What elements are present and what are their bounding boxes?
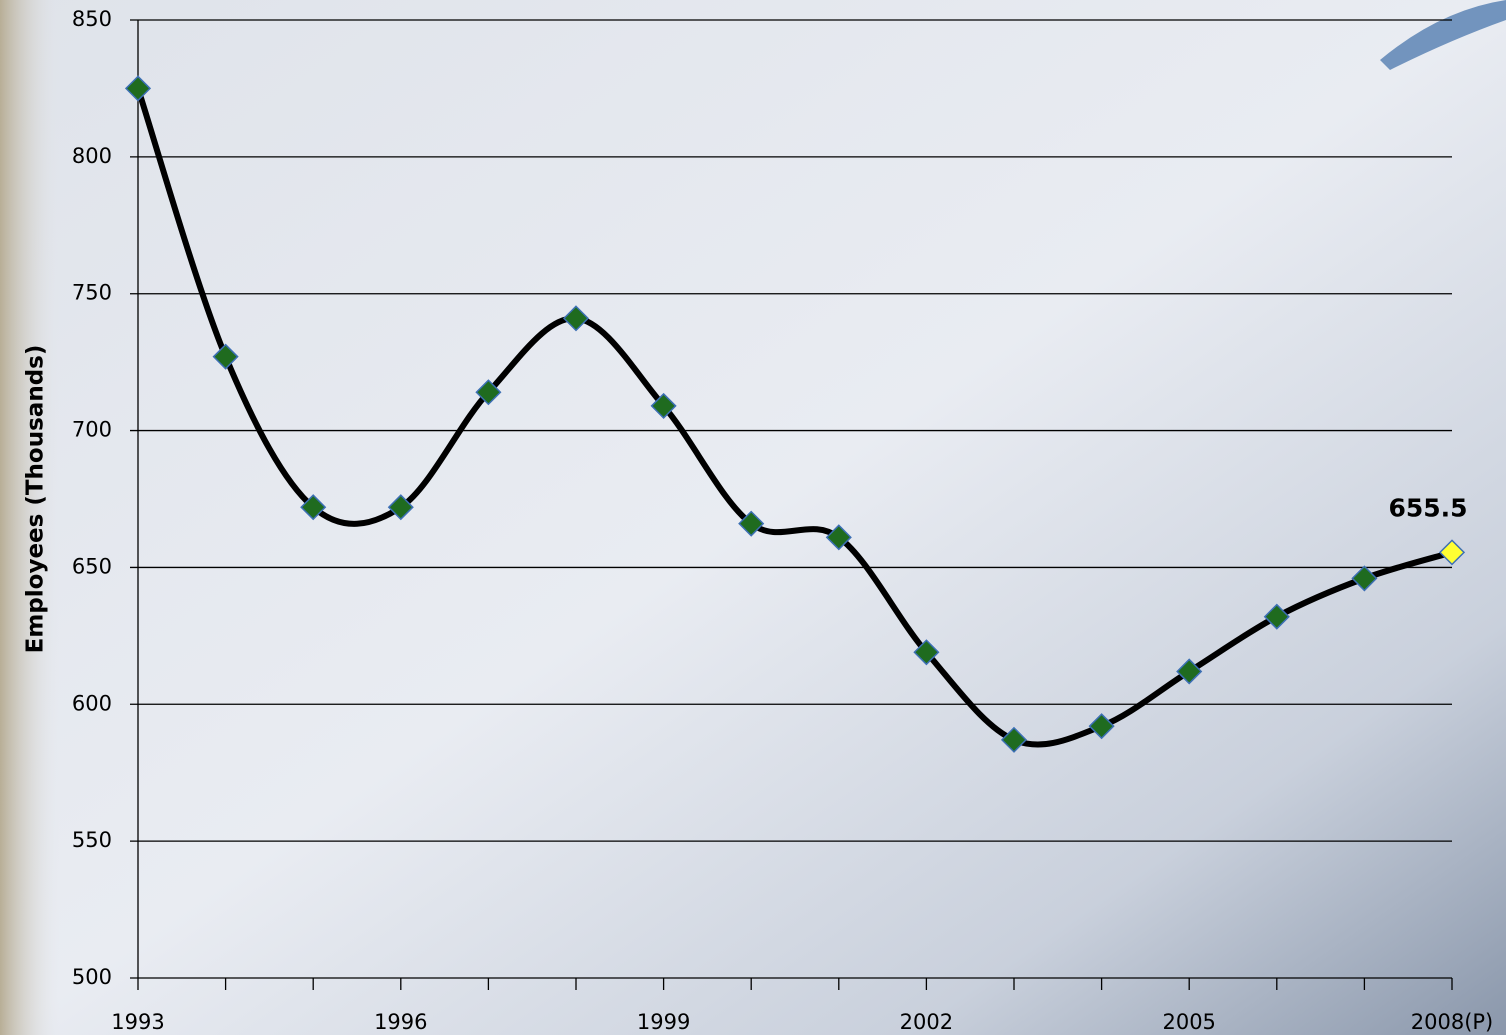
marker (387, 494, 414, 521)
marker (562, 305, 590, 332)
marker (825, 524, 852, 551)
marker (1351, 565, 1378, 592)
marker (738, 510, 765, 537)
y-axis-title: Employees (Thousands) (23, 345, 49, 654)
x-tick-label: 2005 (1162, 1010, 1215, 1034)
marker (1088, 713, 1115, 740)
marker (212, 343, 239, 370)
marker (300, 494, 327, 521)
background-edge (0, 0, 60, 1035)
x-tick-label: 1996 (374, 1010, 427, 1034)
x-tick-label: 2008(P) (1411, 1010, 1494, 1034)
marker (1263, 603, 1290, 630)
x-tick-label: 1993 (111, 1010, 164, 1034)
marker (650, 392, 677, 419)
x-tick-label: 2002 (900, 1010, 953, 1034)
marker (475, 379, 502, 406)
y-tick-label: 750 (72, 281, 112, 305)
marker (1000, 726, 1028, 753)
marker (913, 639, 940, 666)
marker (124, 75, 152, 102)
x-tick-label: 1999 (637, 1010, 690, 1034)
y-tick-label: 500 (72, 965, 112, 989)
data-label: 655.5 (1388, 493, 1467, 522)
y-tick-label: 800 (72, 144, 112, 168)
y-tick-label: 850 (72, 7, 112, 31)
y-tick-label: 600 (72, 691, 112, 715)
marker (1438, 539, 1466, 566)
marker (1176, 658, 1203, 685)
y-tick-label: 700 (72, 418, 112, 442)
decor (1380, 0, 1506, 70)
y-tick-label: 550 (72, 828, 112, 852)
y-tick-label: 650 (72, 554, 112, 578)
